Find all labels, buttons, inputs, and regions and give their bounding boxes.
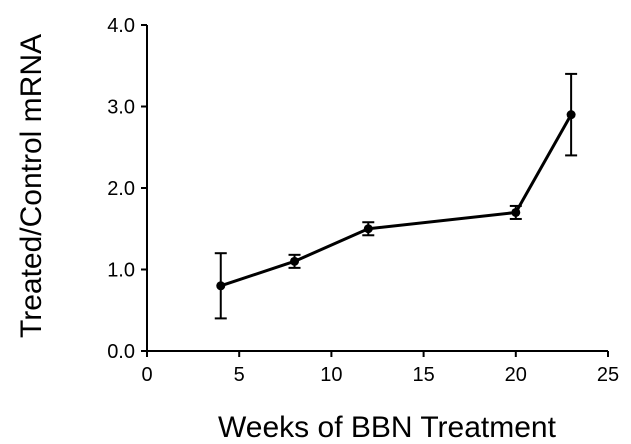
- x-tick-label: 20: [505, 364, 527, 386]
- data-point: [363, 224, 373, 234]
- data-point: [511, 207, 521, 217]
- x-axis-title: Weeks of BBN Treatment: [218, 411, 557, 444]
- x-tick-label: 25: [597, 364, 619, 386]
- y-tick-label: 2.0: [107, 178, 135, 200]
- data-point: [216, 281, 226, 291]
- data-series: [214, 72, 578, 320]
- y-tick-label: 3.0: [107, 97, 135, 119]
- series-line: [220, 113, 573, 288]
- y-tick-label: 4.0: [107, 15, 135, 37]
- axes: [146, 25, 608, 352]
- x-tick-label: 15: [412, 364, 434, 386]
- ticks: 0.0 1.0 2.0 3.0 4.0 0 5 10 15 20 25: [107, 15, 619, 386]
- y-axis-title: Treated/Control mRNA: [15, 34, 48, 338]
- x-tick-label: 5: [234, 364, 245, 386]
- x-tick-label: 0: [141, 364, 152, 386]
- y-tick-label: 1.0: [107, 260, 135, 282]
- data-point: [566, 110, 576, 120]
- y-tick-label: 0.0: [107, 341, 135, 363]
- data-point: [290, 256, 300, 266]
- x-tick-label: 10: [320, 364, 342, 386]
